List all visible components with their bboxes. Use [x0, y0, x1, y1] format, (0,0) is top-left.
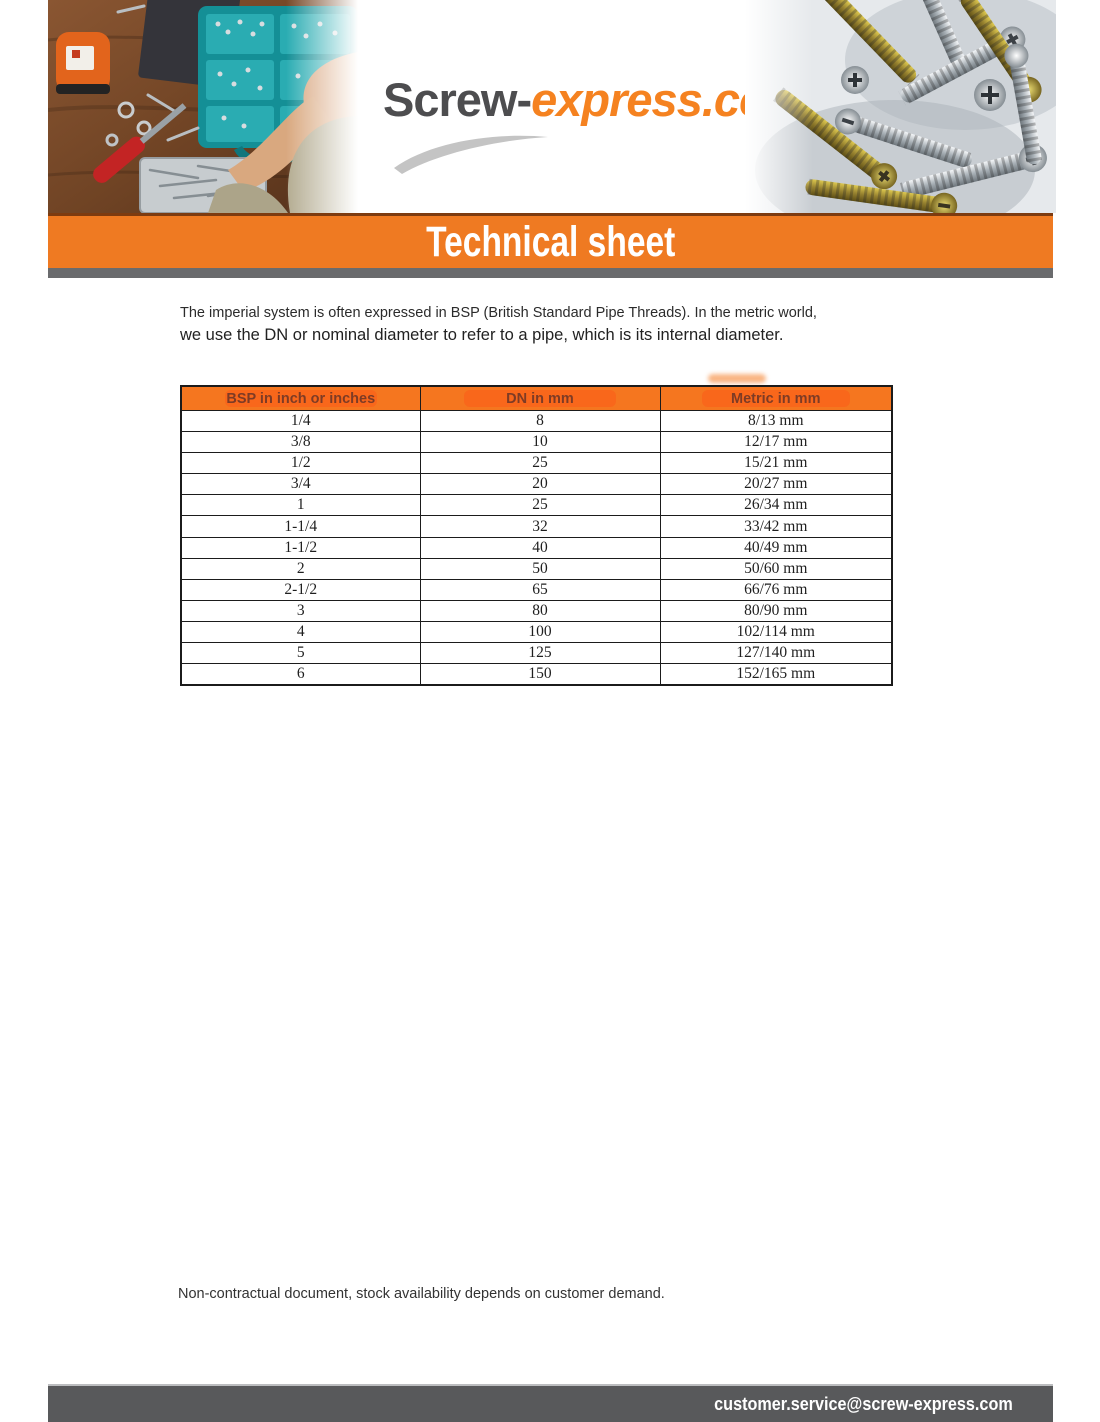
intro-line-2: we use the DN or nominal diameter to ref…	[180, 326, 784, 344]
table-cell: 20	[419, 473, 661, 496]
brand-logo-gray-part: Screw-	[383, 73, 532, 126]
table-cell: 2-1/2	[180, 578, 421, 601]
table-cell: 8	[419, 409, 661, 433]
table-cell: 33/42 mm	[659, 515, 893, 538]
table-cell: 40	[419, 536, 661, 559]
table-cell: 65	[419, 578, 661, 601]
table-cell: 32	[419, 515, 661, 538]
table-cell: 10	[419, 431, 661, 454]
table-cell: 66/76 mm	[659, 578, 893, 601]
table-cell: 50	[419, 557, 661, 580]
table-row: 5 125 127/140 mm	[180, 642, 893, 665]
column-header: Metric in mm	[659, 385, 893, 411]
highlighter-smudge	[708, 374, 766, 383]
table-cell: 15/21 mm	[659, 452, 893, 475]
conversion-table-wrap: BSP in inch or inches DN in mm Metric in m…	[180, 385, 893, 687]
table-cell: 6	[180, 663, 421, 686]
table-row: 1 25 26/34 mm	[180, 494, 893, 517]
table-cell: 1	[180, 494, 421, 517]
table-cell: 12/17 mm	[659, 431, 893, 454]
table-header-row: BSP in inch or inches DN in mm Metric in m…	[180, 385, 893, 411]
column-header: BSP in inch or inches	[180, 385, 421, 411]
table-row: 2-1/2 65 66/76 mm	[180, 578, 893, 601]
table-cell: 20/27 mm	[659, 473, 893, 496]
footer-bar: customer.service@screw-express.com	[48, 1384, 1053, 1422]
table-cell: 102/114 mm	[659, 620, 893, 644]
contact-email: customer.service@screw-express.com	[714, 1393, 1013, 1414]
table-cell: 1/2	[180, 452, 421, 475]
table-row: 4 100 102/114 mm	[180, 620, 893, 644]
table-cell: 100	[419, 620, 661, 644]
table-cell: 80/90 mm	[659, 599, 893, 622]
intro-paragraph: The imperial system is often expressed i…	[180, 303, 940, 347]
brand-logo: Screw-express.com	[383, 72, 809, 127]
table-cell: 25	[419, 452, 661, 475]
table-cell: 26/34 mm	[659, 494, 893, 517]
title-banner: Technical sheet	[48, 213, 1053, 268]
table-row: 6 150 152/165 mm	[180, 663, 893, 686]
table-cell: 40/49 mm	[659, 536, 893, 559]
table-cell: 3/4	[180, 473, 421, 496]
table-cell: 1/4	[180, 409, 421, 433]
table-cell: 152/165 mm	[659, 663, 893, 686]
table-cell: 50/60 mm	[659, 557, 893, 580]
table-cell: 80	[419, 599, 661, 622]
table-row: 1/2 25 15/21 mm	[180, 452, 893, 475]
workbench-tools-photo	[48, 0, 358, 213]
table-row: 3/4 20 20/27 mm	[180, 473, 893, 496]
logo-swoosh	[394, 135, 548, 174]
table-cell: 3/8	[180, 431, 421, 454]
table-row: 3 80 80/90 mm	[180, 599, 893, 622]
table-cell: 2	[180, 557, 421, 580]
screws-pile-photo	[745, 0, 1056, 213]
footer-note: Non-contractual document, stock availabi…	[178, 1286, 665, 1302]
bsp-dn-metric-table: BSP in inch or inches DN in mm Metric in m…	[180, 385, 893, 687]
table-row: 1-1/2 40 40/49 mm	[180, 536, 893, 559]
table-cell: 1-1/4	[180, 515, 421, 538]
table-row: 3/8 10 12/17 mm	[180, 431, 893, 454]
table-cell: 4	[180, 620, 421, 644]
table-cell: 3	[180, 599, 421, 622]
table-row: 2 50 50/60 mm	[180, 557, 893, 580]
column-header: DN in mm	[419, 385, 661, 411]
table-row: 1/4 8 8/13 mm	[180, 409, 893, 433]
table-cell: 5	[180, 642, 421, 665]
banner-underline-strip	[48, 268, 1053, 278]
table-cell: 150	[419, 663, 661, 686]
intro-line-1: The imperial system is often expressed i…	[180, 305, 817, 321]
table-cell: 125	[419, 642, 661, 665]
table-cell: 127/140 mm	[659, 642, 893, 665]
table-cell: 8/13 mm	[659, 409, 893, 433]
table-row: 1-1/4 32 33/42 mm	[180, 515, 893, 538]
page-title: Technical sheet	[425, 217, 676, 266]
table-cell: 25	[419, 494, 661, 517]
table-cell: 1-1/2	[180, 536, 421, 559]
